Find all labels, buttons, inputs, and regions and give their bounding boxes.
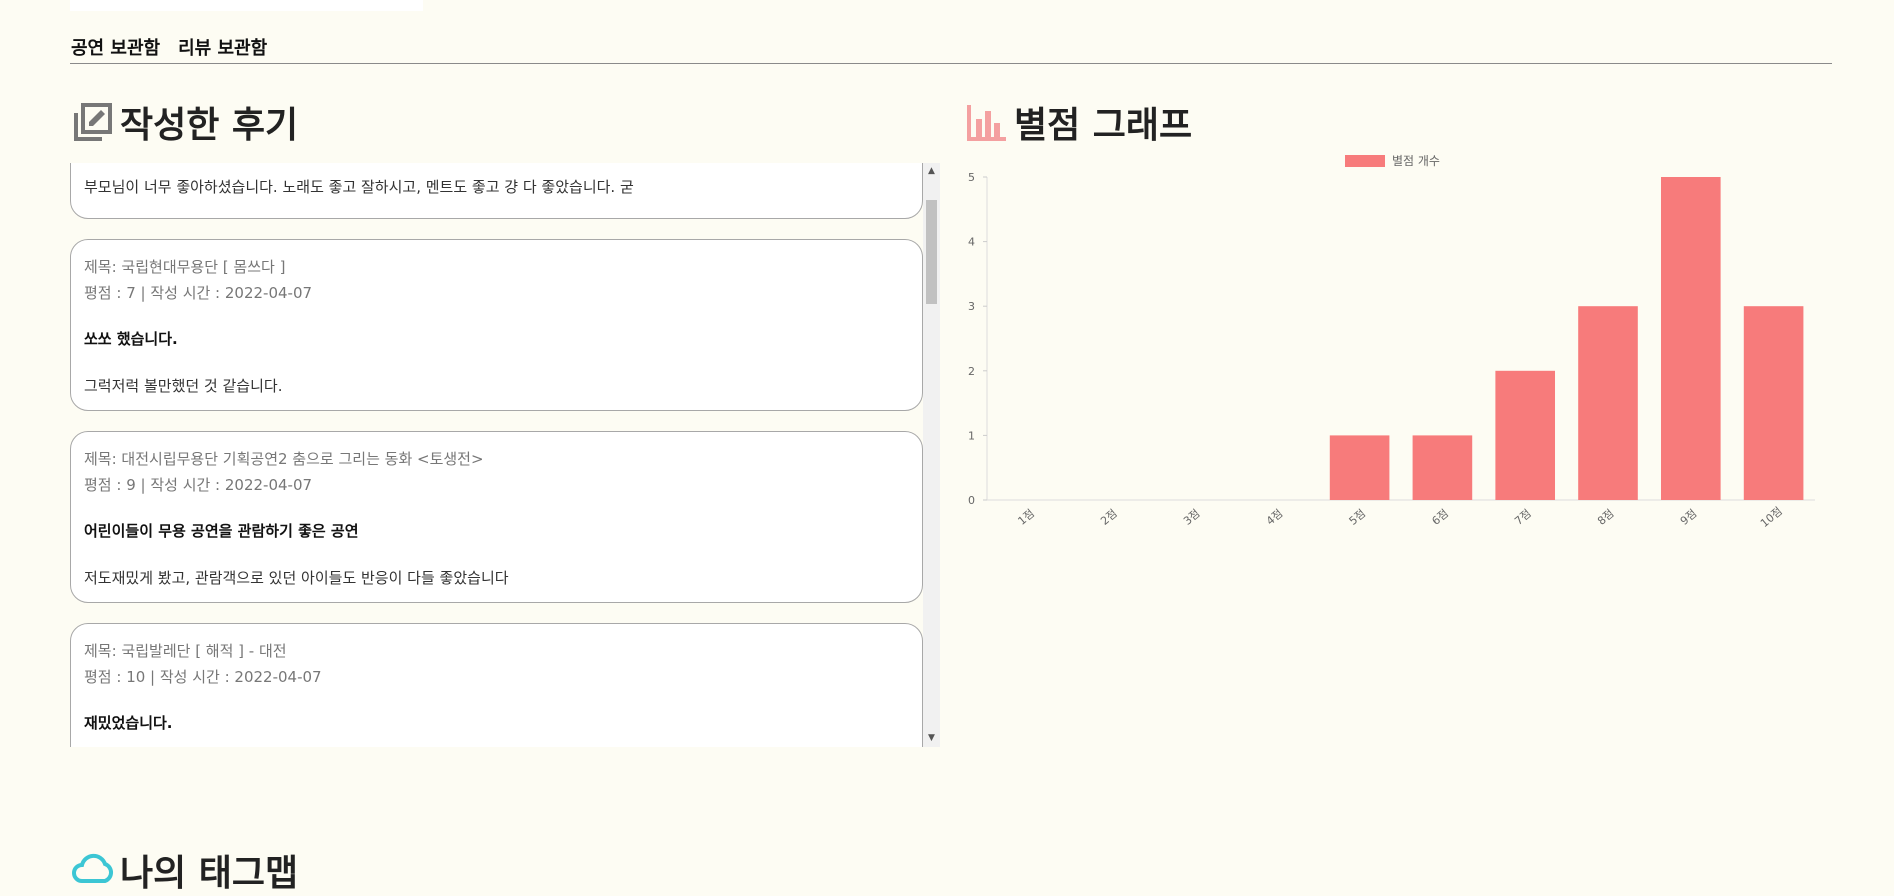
graph-title: 별점 그래프 [1014,105,1193,146]
x-tick-label: 10점 [1758,505,1785,530]
reviews-heading: 작성한 후기 [72,96,298,148]
review-title: 제목: 국립현대무용단 [ 몸쓰다 ] [84,258,286,276]
y-tick-label: 4 [968,236,975,249]
review-card[interactable]: 제목: 국립현대무용단 [ 몸쓰다 ] 평점 : 7 | 작성 시간 : 202… [70,239,923,411]
archive-tabs: 공연 보관함 리뷰 보관함 [71,34,267,60]
bar [1578,306,1638,500]
y-tick-label: 0 [968,494,975,507]
cloud-icon [72,849,114,891]
review-headline: 어린이들이 무용 공연을 관람하기 좋은 공연 [84,522,359,540]
review-body: 그럭저럭 볼만했던 것 같습니다. [84,377,283,395]
rating-bar-chart: 0 1 2 3 4 5 1점 2점 3점 4점 5점 6점 7점 8점 9점 10점 별점 개수 [968,154,1815,530]
review-card[interactable]: 제목: 대전시립무용단 기획공연2 춤으로 그리는 동화 <토생전> 평점 : … [70,431,923,603]
review-title: 제목: 대전시립무용단 기획공연2 춤으로 그리는 동화 <토생전> [84,450,484,468]
scroll-down-arrow-icon[interactable]: ▼ [928,733,935,743]
scroll-thumb[interactable] [926,200,937,304]
bar [1495,370,1556,500]
tagmap-heading: 나의 태그맵 [72,844,298,896]
review-card[interactable]: 제목: 국립발레단 [ 해적 ] - 대전 평점 : 10 | 작성 시간 : … [70,623,923,747]
bar [1329,435,1390,500]
x-tick-label: 2점 [1098,507,1119,528]
review-meta: 평점 : 9 | 작성 시간 : 2022-04-07 [84,476,313,494]
tagmap-title: 나의 태그맵 [120,853,299,894]
bar [1412,435,1473,500]
graph-heading: 별점 그래프 [966,96,1192,148]
tab-divider [70,63,1832,64]
x-tick-label: 5점 [1347,507,1368,528]
legend-swatch [1345,155,1385,167]
x-tick-label: 3점 [1181,507,1202,528]
review-title: 제목: 국립발레단 [ 해적 ] - 대전 [84,642,287,660]
x-tick-label: 1점 [1015,507,1036,528]
review-card[interactable]: ㄷㄷㄷ 부모님이 너무 좋아하셨습니다. 노래도 좋고 잘하시고, 멘트도 좋고… [70,163,923,219]
tab-performance-archive[interactable]: 공연 보관함 [71,38,161,59]
bar [1743,306,1804,500]
review-body: 저도재밌게 봤고, 관람객으로 있던 아이들도 반응이 다들 좋았습니다 [84,569,509,587]
x-tick-label: 4점 [1264,507,1285,528]
x-tick-label: 8점 [1595,507,1616,528]
edit-note-icon [72,101,114,143]
bar [1660,177,1721,500]
review-meta: 평점 : 10 | 작성 시간 : 2022-04-07 [84,668,322,686]
y-tick-label: 5 [968,171,975,184]
scroll-up-arrow-icon[interactable]: ▲ [928,166,935,176]
review-meta: 평점 : 7 | 작성 시간 : 2022-04-07 [84,284,313,302]
review-headline: 쏘쏘 했습니다. [84,330,178,348]
x-tick-label: 6점 [1429,507,1450,528]
x-tick-label: 7점 [1512,507,1533,528]
top-panel-edge [70,0,423,11]
tab-review-archive[interactable]: 리뷰 보관함 [178,38,268,59]
reviews-title: 작성한 후기 [120,105,299,146]
y-tick-label: 1 [968,429,975,442]
review-body: 부모님이 너무 좋아하셨습니다. 노래도 좋고 잘하시고, 멘트도 좋고 걍 다… [84,178,634,196]
review-headline: 재밌었습니다. [84,714,173,732]
review-scrollbar[interactable]: ▲ ▼ [923,163,940,747]
review-list-viewport[interactable]: ㄷㄷㄷ 부모님이 너무 좋아하셨습니다. 노래도 좋고 잘하시고, 멘트도 좋고… [70,163,940,747]
y-tick-label: 2 [968,365,975,378]
bar-chart-icon [966,101,1008,143]
y-tick-label: 3 [968,300,975,313]
x-tick-label: 9점 [1678,507,1699,528]
review-list: ㄷㄷㄷ 부모님이 너무 좋아하셨습니다. 노래도 좋고 잘하시고, 멘트도 좋고… [70,163,923,747]
legend-label: 별점 개수 [1392,154,1440,168]
